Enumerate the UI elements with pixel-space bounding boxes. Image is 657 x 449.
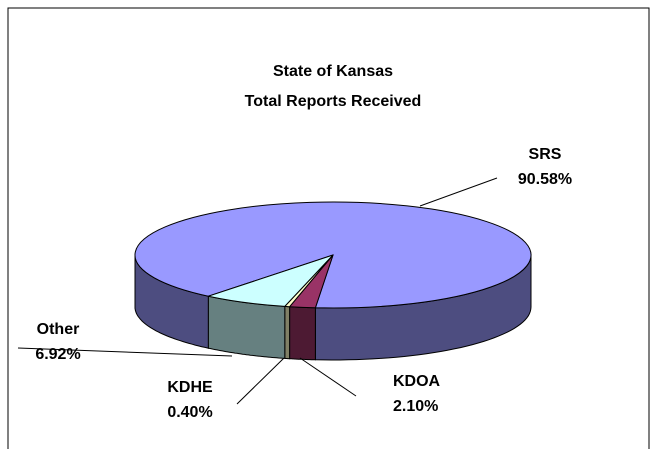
labels: SRS 90.58% KDOA 2.10% KDHE 0.40% Other 6.92% xyxy=(17,146,572,421)
chart-title: State of Kansas xyxy=(273,63,393,80)
slice-side xyxy=(289,306,316,361)
pie xyxy=(134,201,532,361)
slice-value-label: 2.10% xyxy=(393,398,438,415)
chart-subtitle: Total Reports Received xyxy=(245,93,422,110)
slice-value-label: 6.92% xyxy=(35,346,80,363)
slice-value-label: 0.40% xyxy=(167,404,212,421)
slice-value-label: 90.58% xyxy=(518,171,572,188)
leader-line xyxy=(236,357,285,405)
slice-label: KDOA xyxy=(393,373,441,390)
slice xyxy=(206,254,334,307)
leader-line xyxy=(299,357,357,397)
chart-frame xyxy=(7,7,650,449)
slice-label: SRS xyxy=(529,146,562,163)
slice-label: Other xyxy=(37,321,80,338)
leader-line xyxy=(17,347,233,357)
slice-side xyxy=(284,305,291,360)
leader-line xyxy=(419,177,498,207)
slice-label: KDHE xyxy=(167,379,213,396)
